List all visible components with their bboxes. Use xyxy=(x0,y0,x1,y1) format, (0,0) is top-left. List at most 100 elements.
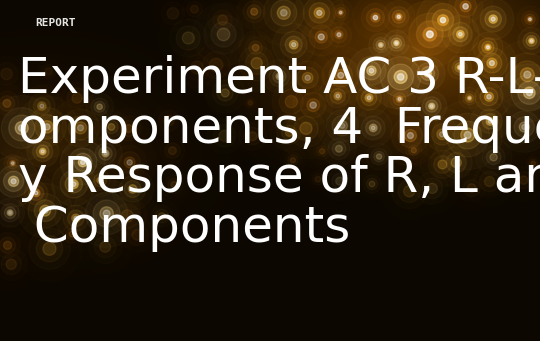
Circle shape xyxy=(376,154,382,159)
Circle shape xyxy=(465,94,474,102)
Circle shape xyxy=(467,96,471,100)
Circle shape xyxy=(3,241,11,249)
Circle shape xyxy=(429,103,435,109)
Circle shape xyxy=(522,124,527,130)
Circle shape xyxy=(409,145,419,155)
Circle shape xyxy=(292,43,296,47)
Circle shape xyxy=(380,44,382,46)
Circle shape xyxy=(310,102,316,108)
Circle shape xyxy=(15,121,28,135)
Circle shape xyxy=(94,101,105,112)
Circle shape xyxy=(337,33,341,37)
Circle shape xyxy=(362,61,381,80)
Circle shape xyxy=(35,115,59,139)
Circle shape xyxy=(367,96,371,100)
Circle shape xyxy=(60,170,87,198)
Circle shape xyxy=(426,3,460,37)
Circle shape xyxy=(392,38,402,48)
Circle shape xyxy=(380,57,421,97)
Circle shape xyxy=(68,210,84,226)
Circle shape xyxy=(335,145,342,152)
Circle shape xyxy=(11,179,16,184)
Circle shape xyxy=(302,18,340,56)
Circle shape xyxy=(24,181,48,205)
Circle shape xyxy=(484,177,495,187)
Circle shape xyxy=(285,95,298,108)
Circle shape xyxy=(430,105,433,108)
Circle shape xyxy=(371,13,380,22)
Circle shape xyxy=(369,181,375,187)
Circle shape xyxy=(487,58,497,68)
Circle shape xyxy=(251,8,258,15)
Circle shape xyxy=(124,180,141,197)
Circle shape xyxy=(427,183,437,194)
Circle shape xyxy=(427,31,433,38)
Circle shape xyxy=(280,31,307,58)
Circle shape xyxy=(132,229,143,240)
Circle shape xyxy=(366,120,381,136)
Circle shape xyxy=(330,89,345,104)
Circle shape xyxy=(374,151,384,162)
Text: Experiment AC 3 R-L-C C: Experiment AC 3 R-L-C C xyxy=(18,55,540,103)
Circle shape xyxy=(335,70,347,81)
Circle shape xyxy=(294,116,318,140)
Circle shape xyxy=(65,175,83,193)
Circle shape xyxy=(480,88,498,106)
Circle shape xyxy=(336,177,344,185)
Circle shape xyxy=(411,148,416,153)
Circle shape xyxy=(0,237,16,253)
Circle shape xyxy=(307,99,320,112)
Circle shape xyxy=(398,98,401,101)
Circle shape xyxy=(531,161,536,166)
Circle shape xyxy=(285,36,302,53)
Circle shape xyxy=(339,11,342,14)
Circle shape xyxy=(379,43,383,47)
Circle shape xyxy=(320,149,325,154)
Circle shape xyxy=(9,176,19,187)
Circle shape xyxy=(121,210,133,222)
Circle shape xyxy=(523,32,540,49)
Circle shape xyxy=(303,0,335,29)
Circle shape xyxy=(39,205,51,216)
Circle shape xyxy=(524,71,531,78)
Circle shape xyxy=(11,162,14,165)
Circle shape xyxy=(526,35,537,46)
Circle shape xyxy=(221,89,229,97)
Circle shape xyxy=(32,142,53,162)
Circle shape xyxy=(66,228,78,240)
Circle shape xyxy=(45,68,52,75)
Circle shape xyxy=(322,57,359,94)
Circle shape xyxy=(332,142,346,155)
Circle shape xyxy=(4,207,16,219)
Circle shape xyxy=(72,93,82,103)
Circle shape xyxy=(488,119,492,123)
Circle shape xyxy=(67,88,87,108)
Circle shape xyxy=(167,8,179,19)
Circle shape xyxy=(40,104,44,108)
Circle shape xyxy=(365,94,373,102)
Circle shape xyxy=(32,189,40,197)
Circle shape xyxy=(39,148,46,155)
Circle shape xyxy=(421,67,435,80)
Circle shape xyxy=(336,94,340,98)
Circle shape xyxy=(438,160,447,169)
Circle shape xyxy=(357,56,386,85)
Circle shape xyxy=(514,117,535,137)
Circle shape xyxy=(217,28,230,41)
Circle shape xyxy=(69,231,75,237)
Circle shape xyxy=(489,15,497,23)
Circle shape xyxy=(485,44,491,50)
Circle shape xyxy=(191,5,198,13)
Circle shape xyxy=(424,70,431,77)
Circle shape xyxy=(119,152,140,173)
Circle shape xyxy=(7,210,13,216)
Circle shape xyxy=(529,159,538,168)
Circle shape xyxy=(491,17,495,21)
Circle shape xyxy=(369,124,377,132)
Circle shape xyxy=(521,68,534,81)
Circle shape xyxy=(305,75,310,80)
Circle shape xyxy=(416,0,470,47)
Circle shape xyxy=(416,21,443,48)
Circle shape xyxy=(455,63,464,72)
Circle shape xyxy=(338,10,343,15)
